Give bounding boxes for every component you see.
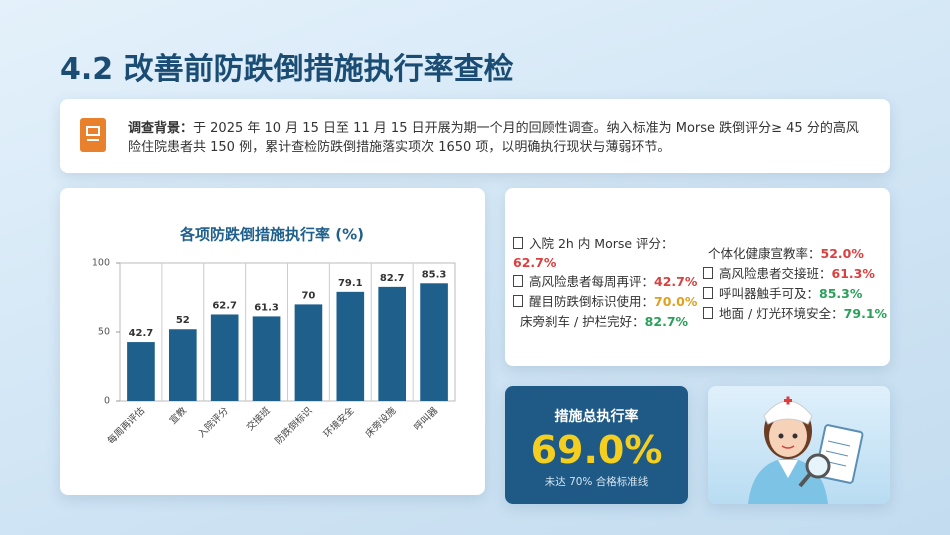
stat-icon xyxy=(703,287,713,299)
stat-label: 入院 2h 内 Morse 评分： xyxy=(529,236,674,251)
total-value: 69.0% xyxy=(530,428,663,472)
value-label: 79.1 xyxy=(338,278,363,289)
value-label: 61.3 xyxy=(254,302,279,313)
x-tick-label: 宣教 xyxy=(167,404,189,426)
x-tick-label: 每周再评估 xyxy=(105,404,147,446)
value-label: 52 xyxy=(176,315,190,326)
page-title: 4.2 改善前防跌倒措施执行率查检 xyxy=(60,52,514,87)
stat-value: 85.3% xyxy=(819,286,863,301)
value-label: 85.3 xyxy=(422,269,447,280)
stat-value: 42.7% xyxy=(654,274,698,289)
total-label: 措施总执行率 xyxy=(554,409,639,425)
x-tick-label: 环境安全 xyxy=(321,404,357,440)
total-card: 措施总执行率 69.0% 未达 70% 合格标准线 xyxy=(505,386,688,504)
stat-label: 高风险患者交接班： xyxy=(719,266,832,281)
stat-item: 高风险患者交接班：61.3% xyxy=(703,264,888,283)
bar xyxy=(420,283,448,401)
chart: 各项防跌倒措施执行率 (%) 0 50 100 42.7 每周再评估 52 宣教 62.7 入院… xyxy=(92,226,456,447)
stat-item: 床旁刹车 / 护栏完好：82.7% xyxy=(520,312,700,331)
stat-value: 79.1% xyxy=(843,306,888,321)
bar xyxy=(210,314,239,401)
stat-value: 82.7% xyxy=(644,314,689,329)
stat-item: 个体化健康宣教率：52.0% xyxy=(708,244,888,263)
y-tick-label: 50 xyxy=(98,327,110,338)
background-text: 调查背景：于 2025 年 10 月 15 日至 11 月 15 日开展为期一个… xyxy=(128,119,868,157)
stat-icon xyxy=(703,267,713,279)
stat-label: 醒目防跌倒标识使用： xyxy=(529,294,655,309)
bar xyxy=(252,316,281,401)
stat-label: 个体化健康宣教率： xyxy=(708,246,821,261)
bar xyxy=(294,304,323,401)
doc-icon xyxy=(80,118,106,152)
y-tick-label: 100 xyxy=(92,258,110,269)
stat-label: 高风险患者每周再评： xyxy=(529,274,655,289)
stat-item: 地面 / 灯光环境安全：79.1% xyxy=(703,304,888,323)
stats-card: 入院 2h 内 Morse 评分：62.7% 个体化健康宣教率：52.0% 高风险患… xyxy=(505,188,890,366)
illustration-card xyxy=(708,386,890,504)
stat-icon xyxy=(513,295,523,307)
bar xyxy=(168,329,197,401)
stat-value: 52.0% xyxy=(820,246,864,261)
nurse-illustration xyxy=(748,396,864,504)
x-tick-label: 呼叫器 xyxy=(412,405,440,433)
background-body: 于 2025 年 10 月 15 日至 11 月 15 日开展为期一个月的回顾性… xyxy=(128,121,859,155)
background-card: 调查背景：于 2025 年 10 月 15 日至 11 月 15 日开展为期一个… xyxy=(60,99,890,173)
stat-label: 床旁刹车 / 护栏完好： xyxy=(520,314,645,329)
stat-label: 地面 / 灯光环境安全： xyxy=(719,306,844,321)
total-note: 未达 70% 合格标准线 xyxy=(544,476,649,488)
stat-item: 呼叫器触手可及：85.3% xyxy=(703,284,888,303)
stat-item: 高风险患者每周再评：42.7% xyxy=(513,272,698,291)
stat-icon xyxy=(703,307,713,319)
stat-value: 61.3% xyxy=(831,266,875,281)
chart-card: 各项防跌倒措施执行率 (%) 0 50 100 42.7 每周再评估 52 宣教 62.7 入院… xyxy=(60,188,485,495)
x-tick-label: 入院评分 xyxy=(195,404,231,440)
stat-icon xyxy=(513,237,523,249)
background-label: 调查背景： xyxy=(128,121,194,136)
value-label: 70 xyxy=(301,290,315,301)
stat-icon xyxy=(513,275,523,287)
chart-title: 各项防跌倒措施执行率 (%) xyxy=(179,226,364,244)
bar xyxy=(336,291,365,401)
x-tick-label: 交接班 xyxy=(244,404,273,433)
y-tick-label: 0 xyxy=(104,396,110,407)
value-label: 62.7 xyxy=(212,300,237,311)
x-tick-label: 床旁设施 xyxy=(363,404,399,440)
stat-value: 70.0% xyxy=(654,294,698,309)
bar xyxy=(378,286,407,401)
value-label: 82.7 xyxy=(380,273,405,284)
bar xyxy=(127,342,155,401)
stat-item: 醒目防跌倒标识使用：70.0% xyxy=(513,292,698,311)
x-tick-label: 防跌倒标识 xyxy=(272,405,314,447)
stat-value: 62.7% xyxy=(513,255,557,270)
value-label: 42.7 xyxy=(129,328,154,339)
stat-item: 入院 2h 内 Morse 评分： 62.7% xyxy=(513,234,688,272)
stat-label: 呼叫器触手可及： xyxy=(719,286,820,301)
